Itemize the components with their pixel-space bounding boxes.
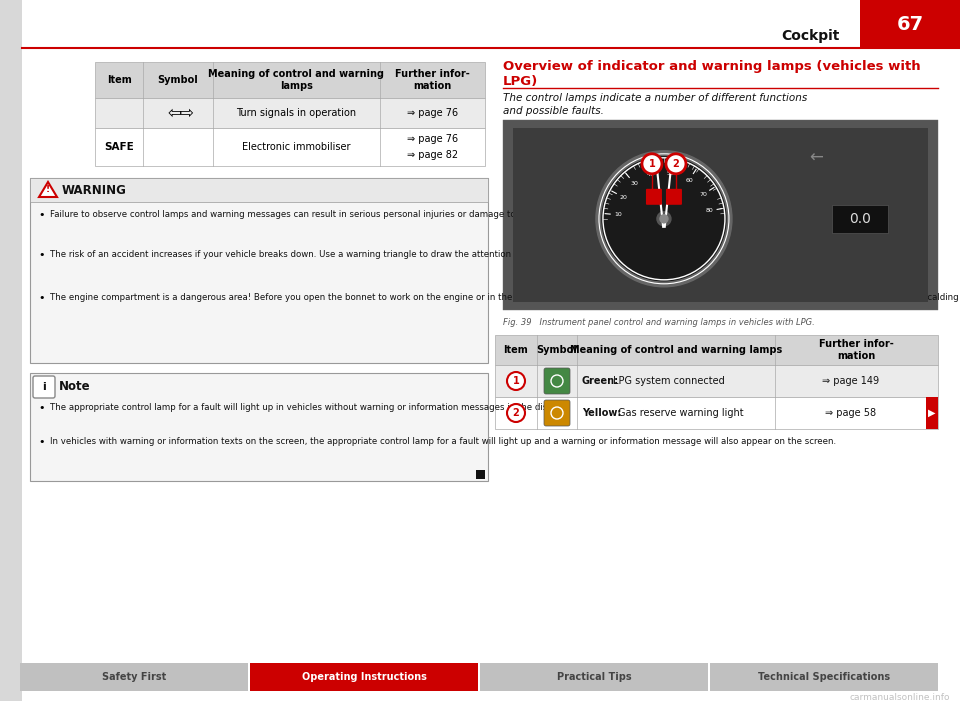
- Text: Meaning of control and warning
lamps: Meaning of control and warning lamps: [208, 69, 385, 91]
- Text: The control lamps indicate a number of different functions
and possible faults.: The control lamps indicate a number of d…: [503, 93, 807, 116]
- Text: ⇒ page 82: ⇒ page 82: [407, 150, 458, 160]
- Text: 67: 67: [897, 15, 924, 34]
- Text: SAFE: SAFE: [104, 142, 133, 152]
- Text: LPG): LPG): [503, 75, 539, 88]
- FancyBboxPatch shape: [495, 397, 938, 429]
- FancyBboxPatch shape: [250, 663, 478, 691]
- Text: ⇒ page 149: ⇒ page 149: [822, 376, 879, 386]
- Polygon shape: [39, 182, 57, 197]
- Text: 2: 2: [673, 159, 680, 169]
- Text: 2: 2: [513, 408, 519, 418]
- FancyBboxPatch shape: [480, 663, 708, 691]
- FancyBboxPatch shape: [30, 178, 488, 363]
- Text: ⇒ page 58: ⇒ page 58: [825, 408, 876, 418]
- Text: •: •: [38, 250, 45, 260]
- FancyBboxPatch shape: [20, 663, 248, 691]
- Text: Symbol: Symbol: [157, 75, 199, 85]
- FancyBboxPatch shape: [646, 189, 662, 205]
- FancyBboxPatch shape: [495, 365, 938, 397]
- Circle shape: [657, 212, 671, 226]
- Text: Electronic immobiliser: Electronic immobiliser: [242, 142, 350, 152]
- FancyBboxPatch shape: [476, 470, 485, 479]
- Text: Practical Tips: Practical Tips: [557, 672, 632, 682]
- Text: Operating Instructions: Operating Instructions: [301, 672, 426, 682]
- Text: !: !: [46, 186, 50, 194]
- Text: ⇒ page 76: ⇒ page 76: [407, 108, 458, 118]
- Text: Failure to observe control lamps and warning messages can result in serious pers: Failure to observe control lamps and war…: [50, 210, 574, 219]
- Text: 1: 1: [513, 376, 519, 386]
- Text: •: •: [38, 293, 45, 303]
- Text: Overview of indicator and warning lamps (vehicles with: Overview of indicator and warning lamps …: [503, 60, 921, 73]
- FancyBboxPatch shape: [95, 98, 485, 128]
- Text: 40: 40: [647, 172, 655, 177]
- Text: 30: 30: [631, 181, 638, 186]
- Text: Green:: Green:: [582, 376, 619, 386]
- Text: 1: 1: [649, 159, 656, 169]
- FancyBboxPatch shape: [33, 376, 55, 398]
- FancyBboxPatch shape: [0, 0, 22, 701]
- Text: •: •: [38, 403, 45, 413]
- Text: The risk of an accident increases if your vehicle breaks down. Use a warning tri: The risk of an accident increases if you…: [50, 250, 783, 259]
- Text: Fig. 39   Instrument panel control and warning lamps in vehicles with LPG.: Fig. 39 Instrument panel control and war…: [503, 318, 815, 327]
- Circle shape: [666, 154, 686, 174]
- Text: Turn signals in operation: Turn signals in operation: [236, 108, 356, 118]
- Text: Meaning of control and warning lamps: Meaning of control and warning lamps: [570, 345, 782, 355]
- Text: 50: 50: [666, 171, 674, 176]
- FancyBboxPatch shape: [860, 0, 960, 48]
- Text: carmanualsonline.info: carmanualsonline.info: [850, 693, 950, 701]
- FancyBboxPatch shape: [710, 663, 938, 691]
- Text: ⇨: ⇨: [180, 104, 193, 122]
- Text: ⇒ page 76: ⇒ page 76: [407, 134, 458, 144]
- Text: The appropriate control lamp for a fault will light up in vehicles without warni: The appropriate control lamp for a fault…: [50, 403, 566, 412]
- FancyBboxPatch shape: [95, 62, 485, 98]
- Circle shape: [602, 157, 726, 281]
- Text: Note: Note: [59, 381, 90, 393]
- FancyBboxPatch shape: [513, 128, 928, 302]
- Text: Further infor-
mation: Further infor- mation: [396, 69, 469, 91]
- Circle shape: [507, 404, 525, 422]
- FancyBboxPatch shape: [926, 397, 938, 429]
- Text: •: •: [38, 210, 45, 220]
- FancyBboxPatch shape: [544, 400, 570, 426]
- Text: ⇦: ⇦: [167, 104, 180, 122]
- Text: The engine compartment is a dangerous area! Before you open the bonnet to work o: The engine compartment is a dangerous ar…: [50, 293, 960, 302]
- FancyBboxPatch shape: [95, 128, 485, 166]
- Circle shape: [642, 154, 662, 174]
- Text: Yellow:: Yellow:: [582, 408, 621, 418]
- Text: Symbol: Symbol: [537, 345, 577, 355]
- Text: 20: 20: [619, 195, 627, 200]
- Text: Item: Item: [107, 75, 132, 85]
- Text: i: i: [42, 382, 46, 392]
- FancyBboxPatch shape: [30, 178, 488, 202]
- FancyBboxPatch shape: [503, 120, 938, 310]
- Text: Safety First: Safety First: [102, 672, 166, 682]
- FancyBboxPatch shape: [831, 205, 888, 233]
- Text: 60: 60: [685, 178, 693, 183]
- FancyBboxPatch shape: [495, 335, 938, 365]
- Text: •: •: [38, 437, 45, 447]
- Text: Further infor-
mation: Further infor- mation: [819, 339, 894, 361]
- Circle shape: [660, 215, 668, 223]
- Text: 80: 80: [706, 208, 713, 213]
- Text: Technical Specifications: Technical Specifications: [758, 672, 890, 682]
- Text: 0.0: 0.0: [849, 212, 871, 226]
- FancyBboxPatch shape: [666, 189, 682, 205]
- Text: LPG system connected: LPG system connected: [613, 376, 725, 386]
- Text: 10: 10: [614, 212, 622, 217]
- Text: ←: ←: [809, 149, 823, 167]
- FancyBboxPatch shape: [544, 368, 570, 394]
- Text: WARNING: WARNING: [62, 184, 127, 196]
- Text: ▶: ▶: [928, 408, 936, 418]
- Text: Item: Item: [504, 345, 528, 355]
- Text: Cockpit: Cockpit: [781, 29, 840, 43]
- FancyBboxPatch shape: [30, 373, 488, 481]
- Text: Gas reserve warning light: Gas reserve warning light: [618, 408, 744, 418]
- Text: In vehicles with warning or information texts on the screen, the appropriate con: In vehicles with warning or information …: [50, 437, 836, 446]
- Circle shape: [596, 151, 732, 287]
- Text: 70: 70: [699, 192, 707, 197]
- Circle shape: [507, 372, 525, 390]
